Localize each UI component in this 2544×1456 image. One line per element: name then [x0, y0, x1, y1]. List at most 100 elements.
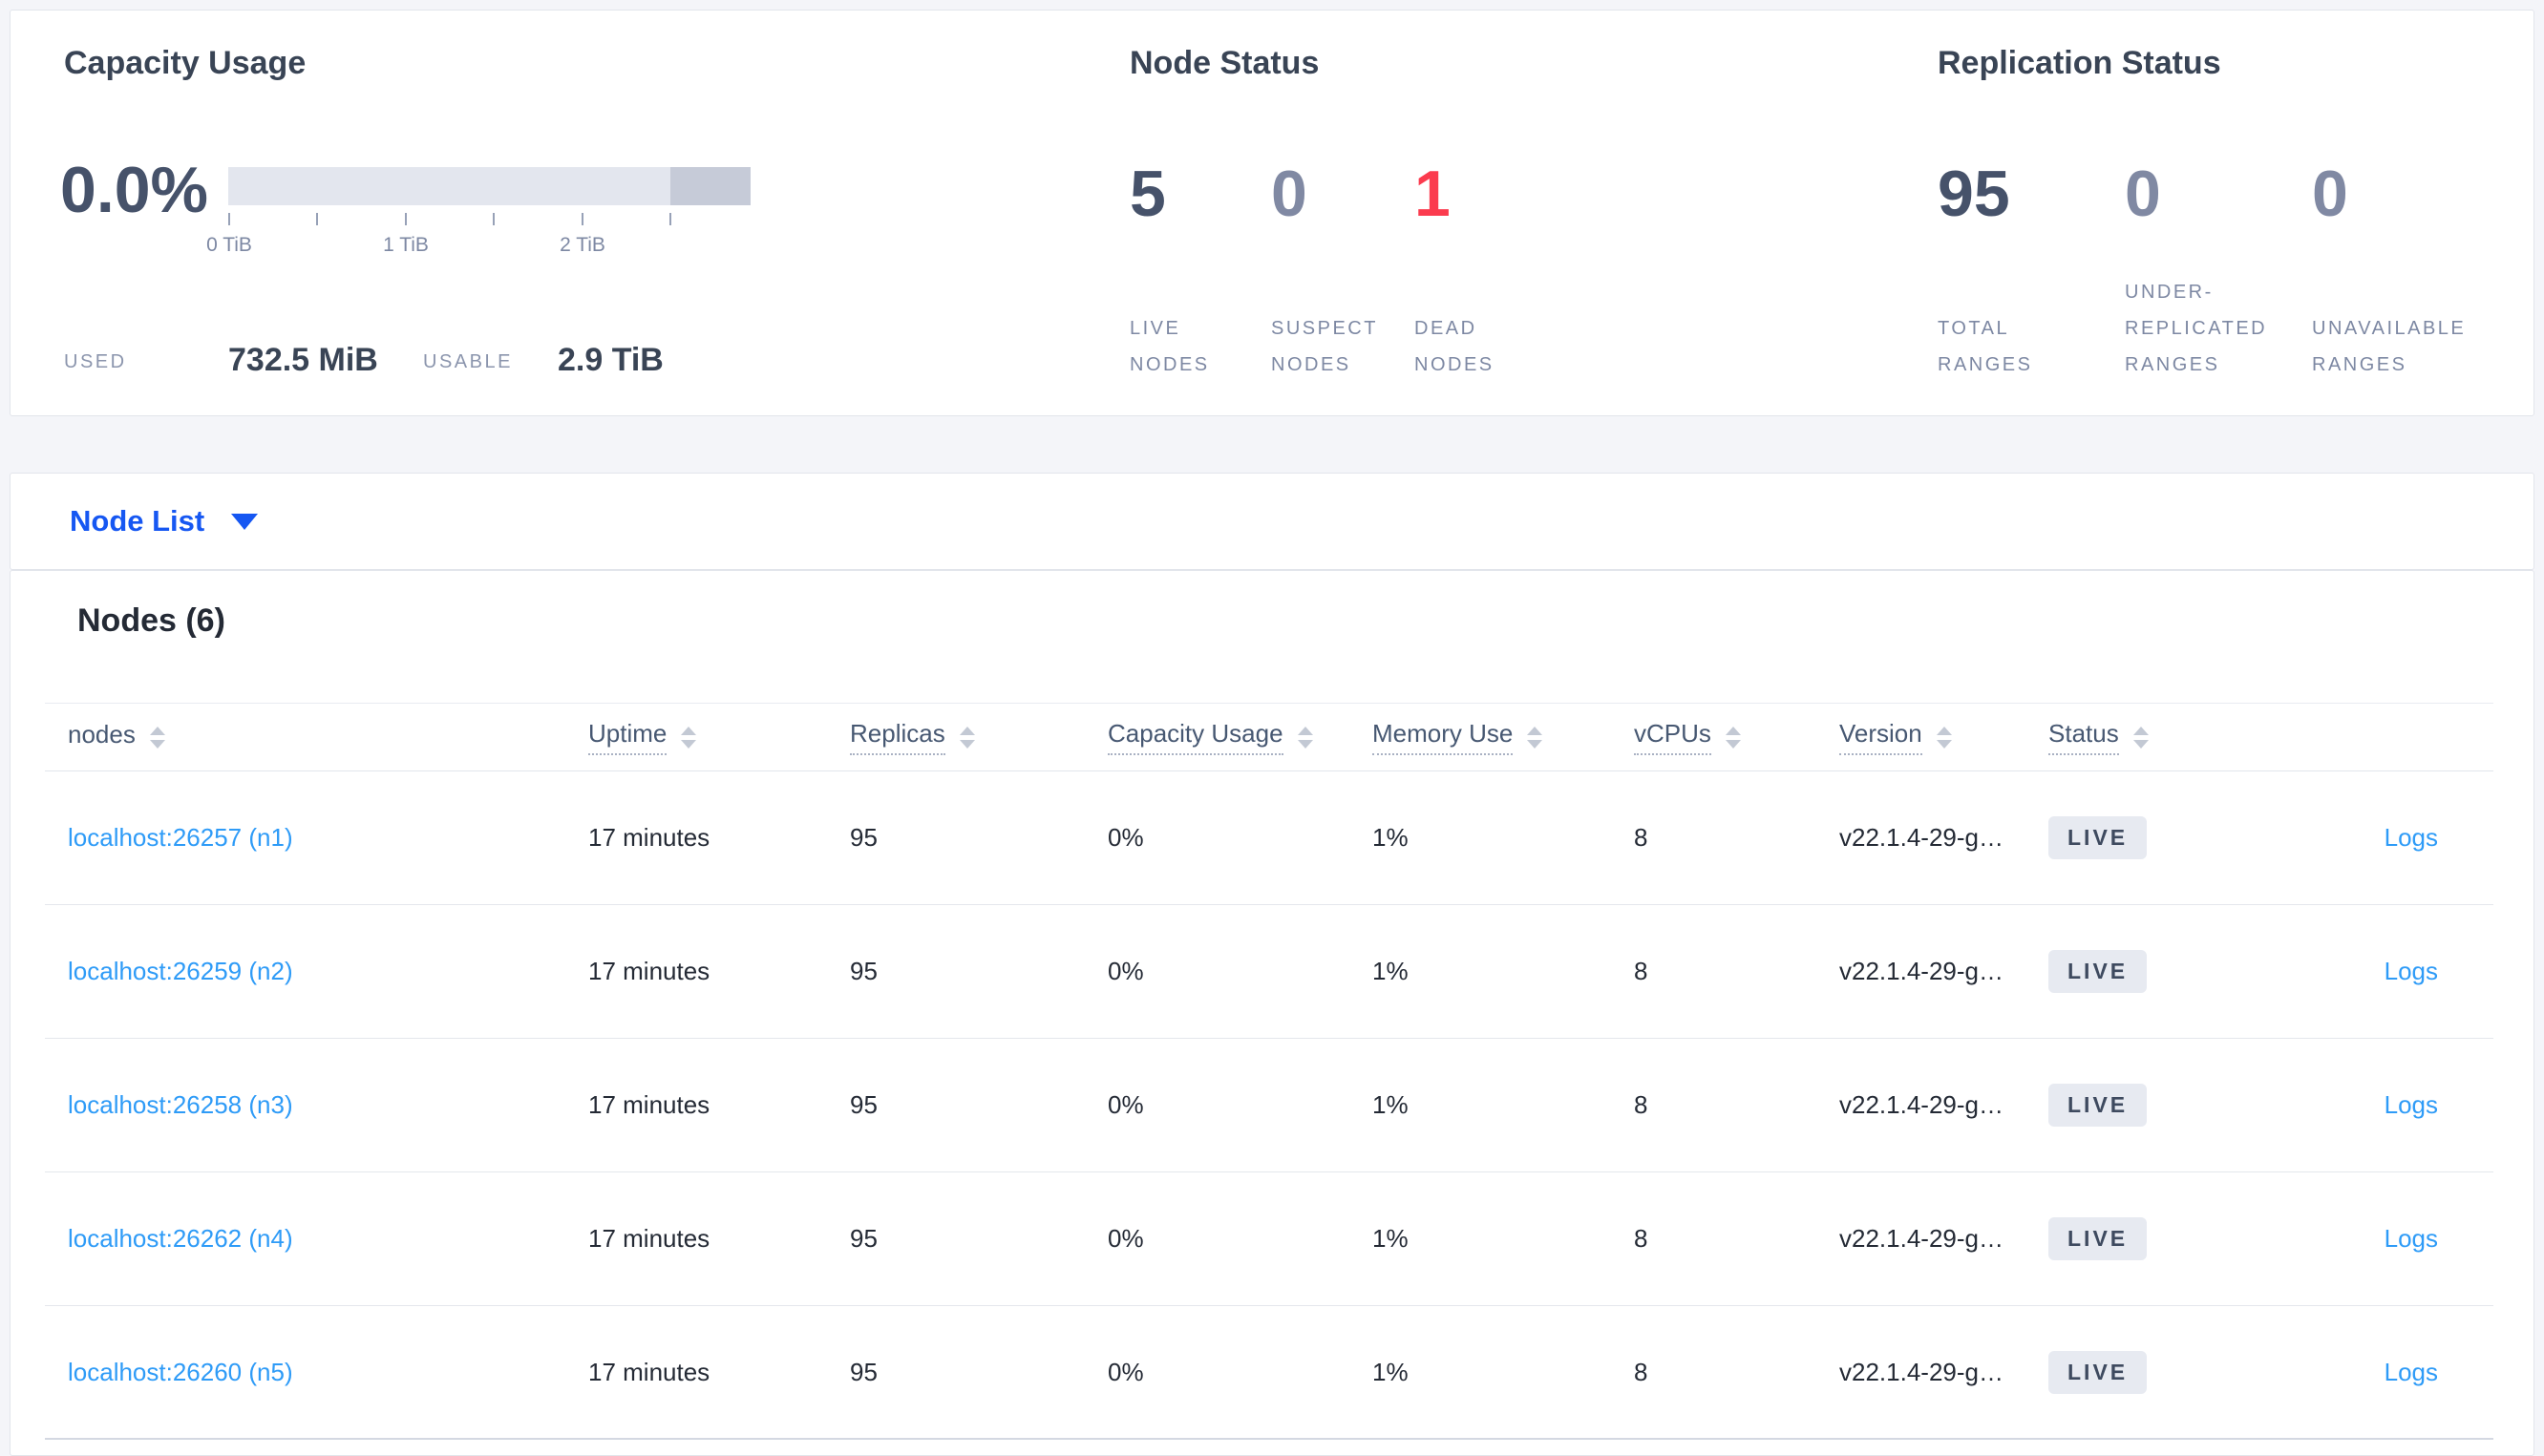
- axis-tick: [405, 213, 407, 225]
- memory-use-cell: 1%: [1372, 1357, 1409, 1386]
- memory-use-cell: 1%: [1372, 823, 1409, 852]
- status-badge: LIVE: [2048, 1084, 2148, 1127]
- node-link[interactable]: localhost:26262 (n4): [68, 1224, 293, 1253]
- node-status-section: Node Status 5 0 1 LIVE NODES SUSPECT NOD…: [1130, 11, 1664, 415]
- logs-link[interactable]: Logs: [2384, 1090, 2438, 1119]
- uptime-cell: 17 minutes: [588, 957, 710, 985]
- capacity-usage-title: Capacity Usage: [64, 45, 307, 81]
- unavailable-ranges-value: 0: [2312, 158, 2348, 230]
- capacity-usage-cell: 0%: [1108, 823, 1144, 852]
- node-link[interactable]: localhost:26260 (n5): [68, 1357, 293, 1386]
- under-replicated-ranges-label: UNDER-REPLICATED RANGES: [2125, 282, 2268, 375]
- suspect-nodes-value: 0: [1271, 158, 1307, 230]
- vcpus-cell: 8: [1634, 823, 1648, 852]
- nodes-table-card: Nodes (6) nodes Uptime Replicas Capacity…: [10, 570, 2534, 1456]
- used-label: USED: [64, 351, 127, 372]
- table-row: localhost:26257 (n1) 17 minutes 95 0% 1%…: [45, 771, 2493, 905]
- replication-status-values: 95 0 0: [1938, 161, 2348, 226]
- version-cell: v22.1.4-29-g…: [1839, 1357, 2003, 1386]
- dead-nodes-label: DEAD NODES: [1414, 318, 1495, 375]
- logs-link[interactable]: Logs: [2384, 823, 2438, 852]
- sort-icon[interactable]: [1936, 726, 1952, 749]
- sort-icon[interactable]: [1297, 726, 1313, 749]
- replicas-cell: 95: [850, 1090, 878, 1119]
- column-header-status[interactable]: Status: [2048, 719, 2283, 755]
- sort-icon[interactable]: [149, 726, 165, 749]
- column-header-nodes[interactable]: nodes: [68, 720, 588, 754]
- view-selector-bar: Node List: [10, 473, 2534, 570]
- capacity-bar-reserved-segment: [670, 167, 751, 205]
- axis-tick: [228, 213, 230, 225]
- chevron-down-icon: [231, 513, 259, 530]
- replication-status-title: Replication Status: [1938, 45, 2221, 81]
- uptime-cell: 17 minutes: [588, 1090, 710, 1119]
- axis-tick: [316, 213, 318, 225]
- table-row: localhost:26262 (n4) 17 minutes 95 0% 1%…: [45, 1172, 2493, 1306]
- table-row: localhost:26260 (n5) 17 minutes 95 0% 1%…: [45, 1306, 2493, 1440]
- logs-link[interactable]: Logs: [2384, 1357, 2438, 1386]
- axis-tick: [493, 213, 495, 225]
- axis-tick-label: 1 TiB: [383, 234, 429, 256]
- sort-icon[interactable]: [2132, 726, 2149, 749]
- live-nodes-label: LIVE NODES: [1130, 318, 1210, 375]
- node-link[interactable]: localhost:26258 (n3): [68, 1090, 293, 1119]
- capacity-usage-cell: 0%: [1108, 1090, 1144, 1119]
- node-link[interactable]: localhost:26259 (n2): [68, 957, 293, 985]
- memory-use-cell: 1%: [1372, 1224, 1409, 1253]
- sort-icon[interactable]: [681, 726, 697, 749]
- column-header-vcpus[interactable]: vCPUs: [1634, 719, 1839, 755]
- uptime-cell: 17 minutes: [588, 823, 710, 852]
- column-header-memory-use[interactable]: Memory Use: [1372, 719, 1634, 755]
- status-badge: LIVE: [2048, 1350, 2148, 1394]
- uptime-cell: 17 minutes: [588, 1224, 710, 1253]
- unavailable-ranges-label: UNAVAILABLE RANGES: [2312, 318, 2467, 375]
- divider: [45, 703, 2493, 704]
- vcpus-cell: 8: [1634, 1224, 1648, 1253]
- memory-use-cell: 1%: [1372, 957, 1409, 985]
- column-header-uptime[interactable]: Uptime: [588, 719, 850, 755]
- replicas-cell: 95: [850, 957, 878, 985]
- uptime-cell: 17 minutes: [588, 1357, 710, 1386]
- status-badge: LIVE: [2048, 1217, 2148, 1260]
- column-header-version[interactable]: Version: [1839, 719, 2048, 755]
- vcpus-cell: 8: [1634, 957, 1648, 985]
- node-link[interactable]: localhost:26257 (n1): [68, 823, 293, 852]
- used-value: 732.5 MiB: [228, 342, 378, 378]
- status-badge: LIVE: [2048, 950, 2148, 993]
- capacity-used-usable-row: USED 732.5 MiB USABLE 2.9 TiB: [64, 327, 790, 381]
- version-cell: v22.1.4-29-g…: [1839, 823, 2003, 852]
- table-header-row: nodes Uptime Replicas Capacity Usage Mem…: [45, 704, 2493, 771]
- capacity-usage-section: Capacity Usage 0.0% 0 TiB 1 TiB 2 TiB US…: [60, 11, 828, 415]
- nodes-table-title: Nodes (6): [77, 602, 225, 639]
- sort-icon[interactable]: [959, 726, 975, 749]
- dead-nodes-value: 1: [1414, 158, 1451, 230]
- logs-link[interactable]: Logs: [2384, 1224, 2438, 1253]
- memory-use-cell: 1%: [1372, 1090, 1409, 1119]
- replicas-cell: 95: [850, 1357, 878, 1386]
- vcpus-cell: 8: [1634, 1090, 1648, 1119]
- axis-tick-label: 0 TiB: [206, 234, 252, 256]
- node-list-dropdown[interactable]: Node List: [70, 504, 259, 538]
- axis-tick: [582, 213, 583, 225]
- version-cell: v22.1.4-29-g…: [1839, 1090, 2003, 1119]
- capacity-usage-bar: [228, 167, 751, 205]
- cluster-summary-card: Capacity Usage 0.0% 0 TiB 1 TiB 2 TiB US…: [10, 10, 2534, 416]
- capacity-percent-value: 0.0%: [60, 154, 208, 226]
- column-header-capacity-usage[interactable]: Capacity Usage: [1108, 719, 1372, 755]
- live-nodes-value: 5: [1130, 158, 1166, 230]
- replication-status-labels: TOTAL RANGES UNDER-REPLICATED RANGES UNA…: [1938, 266, 2484, 383]
- under-replicated-ranges-value: 0: [2125, 158, 2161, 230]
- status-badge: LIVE: [2048, 816, 2148, 859]
- column-header-replicas[interactable]: Replicas: [850, 719, 1108, 755]
- usable-label: USABLE: [423, 351, 513, 372]
- nodes-table: nodes Uptime Replicas Capacity Usage Mem…: [11, 704, 2533, 1440]
- sort-icon[interactable]: [1725, 726, 1741, 749]
- total-ranges-value: 95: [1938, 158, 2010, 230]
- capacity-usage-cell: 0%: [1108, 1357, 1144, 1386]
- table-row: localhost:26258 (n3) 17 minutes 95 0% 1%…: [45, 1039, 2493, 1172]
- node-list-dropdown-label: Node List: [70, 504, 205, 538]
- table-row: localhost:26259 (n2) 17 minutes 95 0% 1%…: [45, 905, 2493, 1039]
- axis-tick-label: 2 TiB: [560, 234, 605, 256]
- sort-icon[interactable]: [1527, 726, 1543, 749]
- logs-link[interactable]: Logs: [2384, 957, 2438, 985]
